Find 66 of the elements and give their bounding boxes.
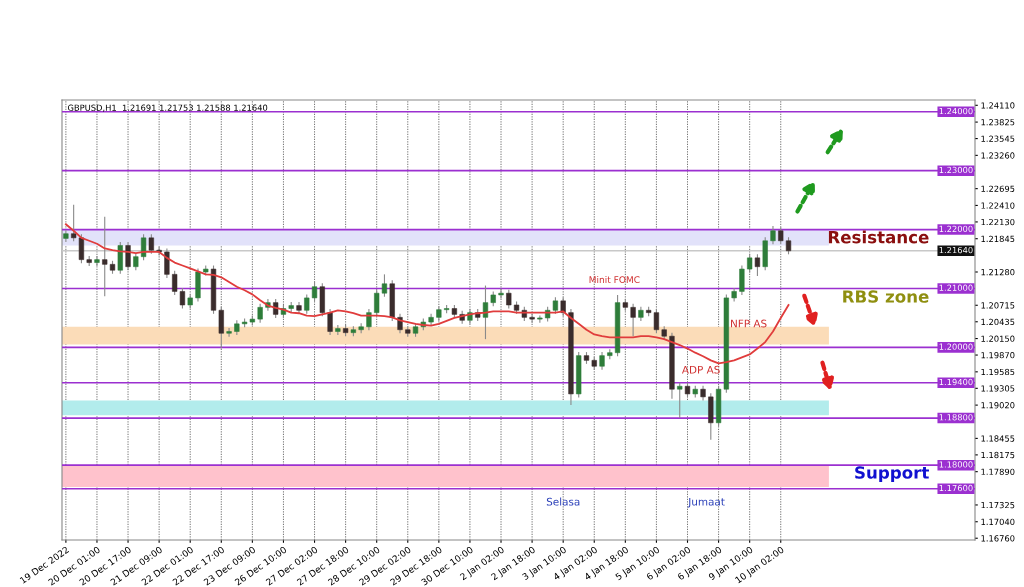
text: Support xyxy=(855,466,929,483)
y-tick-label: 1.21280 xyxy=(981,268,1015,276)
annotation: Jumaat xyxy=(687,497,725,508)
ref-line-label: 1.21640 xyxy=(939,246,973,254)
candlestick xyxy=(677,382,683,419)
ref-line-label: 1.18000 xyxy=(939,461,973,468)
ref-line-label: 1.19400 xyxy=(939,378,973,386)
candlestick xyxy=(529,313,535,324)
candlestick xyxy=(102,216,108,297)
y-tick-label: 1.24110 xyxy=(981,102,1015,109)
y-tick-label: 1.21845 xyxy=(981,235,1015,242)
candlestick xyxy=(94,255,100,267)
candlestick xyxy=(770,225,776,245)
y-tick-label: 1.19870 xyxy=(981,352,1015,359)
y-tick-label: 1.23545 xyxy=(981,135,1015,142)
candlestick xyxy=(537,315,543,324)
candlestick xyxy=(311,280,318,303)
y-tick-label: 1.20435 xyxy=(981,318,1015,326)
candlestick xyxy=(226,327,232,338)
y-tick-label: 1.22695 xyxy=(981,185,1015,192)
y-tick-label: 1.23825 xyxy=(981,119,1015,126)
annotation: Minit FOMC xyxy=(589,276,640,284)
y-tick-label: 1.20150 xyxy=(981,335,1015,342)
y-tick-label: 1.22130 xyxy=(981,218,1015,226)
candlestick xyxy=(366,308,372,331)
text: Resistance xyxy=(828,230,929,244)
candlestick xyxy=(482,284,489,340)
candlestick xyxy=(739,264,745,296)
chart-title: GBPUSD,H1 1.21691 1.21753 1.21588 1.21640 xyxy=(67,104,268,112)
candlestick xyxy=(257,303,263,324)
annotation: NFP AS xyxy=(731,319,767,328)
ref-line-label: 1.24000 xyxy=(939,107,973,115)
ref-line-label: 1.18800 xyxy=(939,414,973,421)
y-tick-label: 1.19305 xyxy=(981,385,1015,392)
y-tick-label: 1.17040 xyxy=(981,518,1015,526)
ref-line-label: 1.21000 xyxy=(939,284,973,291)
y-tick-label: 1.18175 xyxy=(981,451,1015,459)
y-tick-label: 1.20715 xyxy=(981,302,1015,309)
y-tick-label: 1.19020 xyxy=(981,402,1015,409)
y-tick-label: 1.18455 xyxy=(981,435,1015,442)
candlestick xyxy=(140,233,147,261)
candlestick xyxy=(560,296,566,317)
y-tick-label: 1.19585 xyxy=(981,368,1015,376)
y-tick-label: 1.22410 xyxy=(981,202,1015,209)
candlestick xyxy=(630,303,636,337)
candlestick xyxy=(498,287,504,300)
text: RBS zone xyxy=(843,290,929,303)
y-tick-label: 1.17890 xyxy=(981,468,1015,475)
ref-line-label: 1.22000 xyxy=(939,225,973,232)
y-tick-label: 1.23260 xyxy=(981,152,1015,159)
line-series xyxy=(64,223,790,365)
ref-line-label: 1.23000 xyxy=(939,166,973,174)
candlestick xyxy=(747,253,753,274)
candlestick xyxy=(125,241,131,271)
annotation: ADP AS xyxy=(681,365,720,374)
annotation: Selasa xyxy=(546,497,580,506)
candlestick xyxy=(506,289,512,310)
ref-line-label: 1.20000 xyxy=(939,343,973,350)
y-tick-label: 1.17325 xyxy=(981,501,1015,509)
candlestick xyxy=(304,293,310,315)
candlestick xyxy=(164,247,170,279)
candlestick xyxy=(754,253,761,277)
candlestick xyxy=(327,308,333,336)
y-tick-label: 1.16760 xyxy=(981,535,1015,542)
candlestick xyxy=(148,233,154,255)
ref-line-label: 1.17600 xyxy=(939,484,973,492)
